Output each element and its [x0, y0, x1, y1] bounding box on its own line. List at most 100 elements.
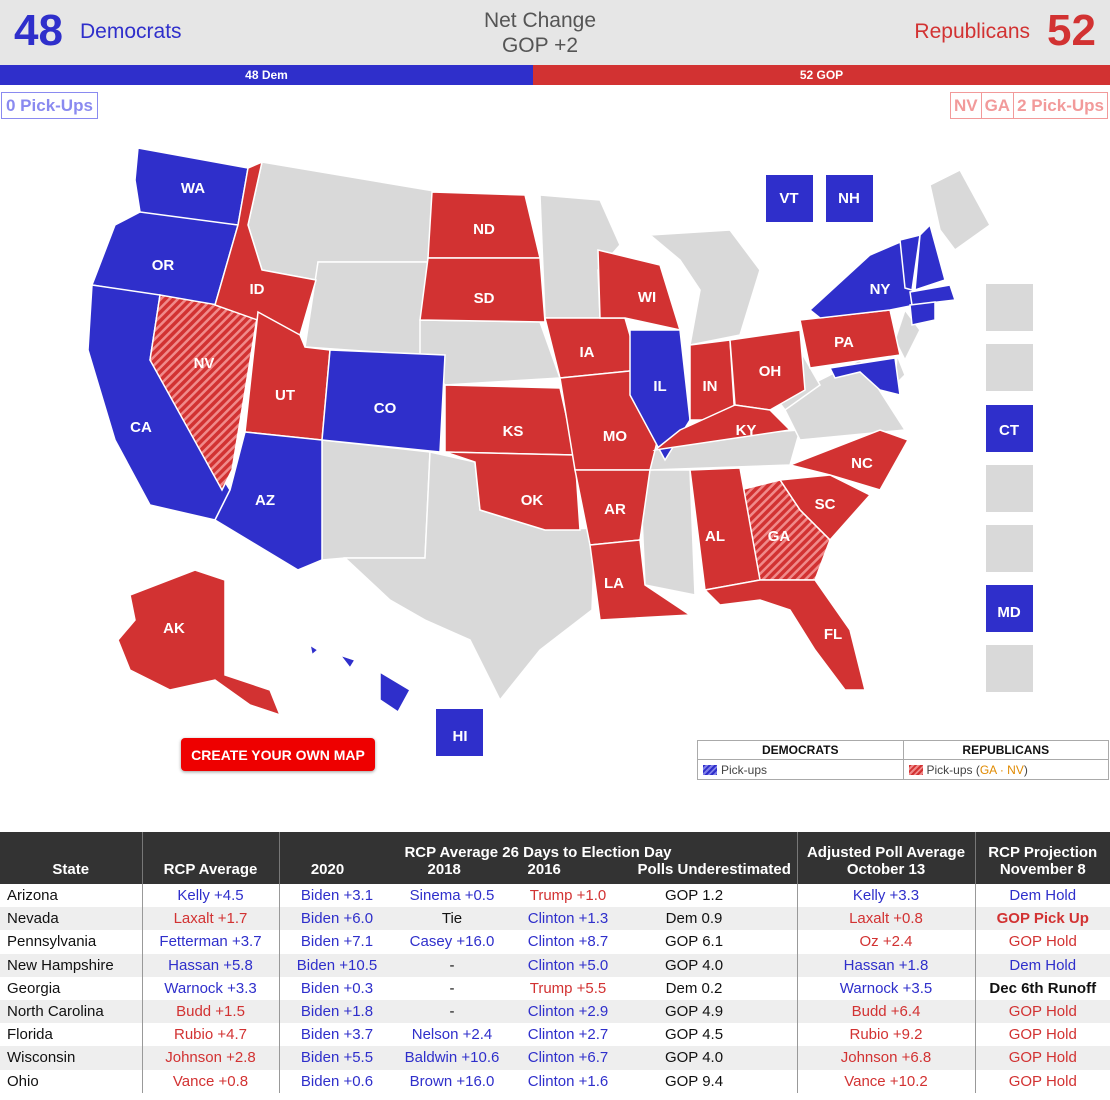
table-row: Pennsylvania Fetterman +3.7 Biden +7.1 Case…	[0, 930, 1110, 954]
group-title: RCP Average 26 Days to Election Day	[404, 844, 672, 861]
results-header: 48 Democrats Net Change GOP +2 Republica…	[0, 0, 1110, 65]
cell-2016: Trump +1.0	[529, 887, 607, 905]
rep-pickups-badge: NV GA 2 Pick-Ups	[949, 92, 1108, 119]
cell-rcp-average: Vance +0.8	[141, 1069, 279, 1093]
cell-projection: GOP Hold	[974, 930, 1110, 954]
cell-adjusted-average: Warnock +3.5	[796, 976, 975, 1000]
state-ms	[639, 469, 696, 596]
state-label: AK	[163, 620, 185, 637]
state-label: ID	[250, 281, 265, 298]
legend-democrats: DEMOCRATS Pick-ups	[698, 741, 904, 779]
state-label: HI	[453, 728, 468, 745]
cell-adjusted-average: Oz +2.4	[796, 930, 975, 954]
cell-2016: Clinton +8.7	[527, 933, 609, 951]
cell-2020: Biden +6.0	[300, 910, 374, 928]
cell-2016: Clinton +1.6	[527, 1072, 609, 1090]
cell-adjusted-average: Hassan +1.8	[796, 953, 975, 977]
cell-2020: Biden +7.1	[300, 933, 374, 951]
cell-2018: Baldwin +10.6	[404, 1049, 500, 1067]
cell-2018: Brown +16.0	[409, 1072, 495, 1090]
cell-history-group: Biden +3.7 Nelson +2.4 Clinton +2.7 GOP 4.5	[278, 1023, 797, 1047]
cell-2018: -	[449, 1003, 455, 1021]
cell-rcp-average: Hassan +5.8	[141, 953, 279, 977]
dem-party-label: Democrats	[80, 20, 182, 43]
state-label: CT	[999, 422, 1019, 439]
rep-party-label: Republicans	[914, 20, 1030, 43]
state-label: KY	[736, 422, 757, 439]
state-label: IN	[703, 378, 718, 395]
state-label: FL	[824, 626, 842, 643]
cell-underestimated: GOP 9.4	[664, 1072, 724, 1090]
state-label: IA	[580, 344, 595, 361]
cell-state: Georgia	[7, 979, 61, 997]
cell-2018: Nelson +2.4	[411, 1026, 493, 1044]
rep-pickup-state: NV	[953, 96, 978, 115]
polls-table: State RCP Average RCP Average 26 Days to…	[0, 832, 1110, 1093]
state-label: NY	[870, 281, 891, 298]
cell-2016: Clinton +5.0	[527, 956, 609, 974]
state-labels: WA OR CA NV ID UT AZ CO ND SD KS OK IA M…	[130, 180, 1021, 745]
legend-rep-states: GA · NV	[979, 763, 1024, 777]
cell-history-group: Biden +3.1 Sinema +0.5 Trump +1.0 GOP 1.2	[278, 884, 797, 908]
state-label: AL	[705, 528, 725, 545]
no-race-states	[247, 161, 991, 702]
table-row: Wisconsin Johnson +2.8 Biden +5.5 Baldwin +…	[0, 1046, 1110, 1070]
cell-adjusted-average: Budd +6.4	[796, 999, 975, 1024]
legend-rep-row: Pick-ups ( GA · NV )	[904, 760, 1109, 780]
col-rcp-average: RCP Average	[141, 832, 279, 884]
rep-pickup-state: GA	[980, 93, 1014, 118]
cell-state: North Carolina	[7, 1003, 104, 1021]
cell-projection: Dem Hold	[974, 884, 1110, 908]
state-label: OH	[759, 363, 782, 380]
table-row: New Hampshire Hassan +5.8 Biden +10.5 - Clin…	[0, 953, 1110, 977]
cell-history-group: Biden +5.5 Baldwin +10.6 Clinton +6.7 GOP 4…	[278, 1046, 797, 1070]
cell-2020: Biden +1.8	[300, 1003, 374, 1021]
col-polls-underestimated: Polls Underestimated	[637, 861, 791, 878]
state-vt	[899, 234, 921, 291]
cell-projection: Dem Hold	[974, 953, 1110, 977]
state-label: OR	[152, 257, 175, 274]
state-ct-map	[909, 301, 936, 326]
gray-box-2	[986, 344, 1033, 391]
cell-state: Arizona	[7, 887, 58, 905]
cell-underestimated: GOP 4.0	[664, 956, 724, 974]
create-your-own-map-button[interactable]: CREATE YOUR OWN MAP	[181, 738, 375, 771]
rep-pickups-count: 2 Pick-Ups	[1013, 93, 1107, 118]
cell-projection: GOP Hold	[974, 999, 1110, 1024]
cell-2018: Sinema +0.5	[409, 887, 495, 905]
gray-box-1	[986, 284, 1033, 331]
col-2016: 2016	[527, 861, 561, 878]
state-label: OK	[521, 492, 544, 509]
table-row: North Carolina Budd +1.5 Biden +1.8 - Clinto…	[0, 999, 1110, 1024]
col-state: State	[0, 832, 142, 884]
cell-2020: Biden +10.5	[296, 956, 378, 974]
cell-state: Florida	[7, 1026, 53, 1044]
net-change-label: Net Change	[483, 9, 597, 32]
table-row: Arizona Kelly +4.5 Biden +3.1 Sinema +0.5 Tr…	[0, 884, 1110, 908]
state-md	[828, 357, 901, 396]
col-group-rcp-26-days: RCP Average 26 Days to Election Day 2020…	[278, 832, 797, 884]
net-change: Net Change GOP +2	[0, 8, 1080, 58]
dem-seat-bar: 48 Dem	[0, 65, 533, 85]
state-me	[929, 169, 991, 252]
state-ak	[117, 569, 282, 717]
state-label: NC	[851, 455, 873, 472]
state-label: CO	[374, 400, 397, 417]
cell-2016: Trump +5.5	[529, 979, 607, 997]
state-ny	[808, 238, 916, 319]
cell-history-group: Biden +7.1 Casey +16.0 Clinton +8.7 GOP 6.1	[278, 930, 797, 954]
md-box	[986, 585, 1033, 632]
state-label: ND	[473, 221, 495, 238]
state-label: CA	[130, 419, 152, 436]
cell-projection: Dec 6th Runoff	[974, 976, 1110, 1000]
cell-state: Pennsylvania	[7, 933, 97, 951]
cell-2016: Clinton +2.7	[527, 1026, 609, 1044]
state-ky	[652, 404, 792, 452]
col-adjusted-average: Adjusted Poll Average October 13	[796, 832, 975, 884]
dem-pickup-swatch	[703, 765, 717, 775]
cell-underestimated: Dem 0.2	[665, 979, 723, 997]
state-label: SD	[474, 290, 495, 307]
cell-underestimated: GOP 6.1	[664, 933, 724, 951]
cell-rcp-average: Warnock +3.3	[141, 976, 279, 1000]
state-nc	[787, 429, 910, 491]
